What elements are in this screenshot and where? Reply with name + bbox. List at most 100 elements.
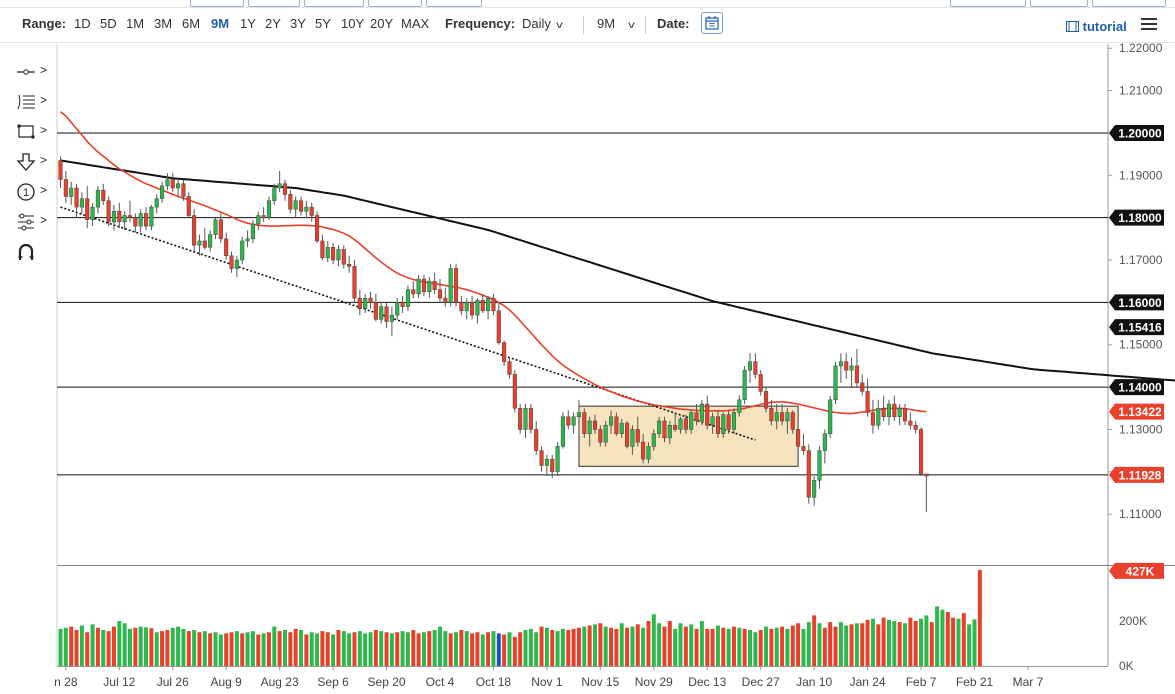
x-tick-label: Nov 1 — [531, 675, 563, 689]
candle-body — [127, 215, 133, 218]
top-button[interactable] — [426, 0, 482, 7]
volume-bar — [122, 623, 127, 666]
tutorial-label: tutorial — [1082, 19, 1127, 34]
candle-body — [780, 412, 785, 422]
volume-bar — [432, 630, 437, 666]
y-tick-label: 1.21000 — [1119, 84, 1163, 98]
y-tick-label: 1.15000 — [1119, 338, 1163, 352]
volume-bar — [176, 626, 181, 666]
candle-body — [170, 179, 175, 189]
calendar-button[interactable] — [701, 12, 723, 34]
range-button-5y[interactable]: 5Y — [315, 16, 331, 31]
range-button-1d[interactable]: 1D — [74, 16, 91, 31]
menu-button[interactable] — [1141, 15, 1157, 33]
range-button-5d[interactable]: 5D — [100, 16, 117, 31]
magnet-tool-button[interactable] — [14, 242, 54, 264]
line-tool-icon — [17, 69, 35, 75]
candle-body — [453, 268, 459, 303]
candle-body — [560, 416, 565, 447]
tutorial-link[interactable]: tutorial — [1066, 19, 1127, 34]
candle-body — [496, 310, 501, 343]
volume-bar — [550, 630, 555, 666]
range-button-max[interactable]: MAX — [401, 16, 430, 31]
volume-bar — [421, 632, 426, 666]
top-button[interactable] — [950, 0, 1026, 7]
candle-body — [667, 424, 672, 439]
line-tool-button[interactable]: > — [14, 62, 54, 84]
top-button[interactable] — [1030, 0, 1088, 7]
range-button-3y[interactable]: 3Y — [290, 16, 306, 31]
rectangle-tool-button[interactable]: > — [14, 122, 54, 144]
volume-bar — [566, 630, 571, 666]
x-tick-label: Feb 7 — [906, 675, 937, 689]
range-button-20y[interactable]: 20Y — [370, 16, 394, 31]
count-tool-button[interactable]: 1 > — [14, 182, 54, 204]
candle-body — [181, 183, 186, 197]
volume-bar — [972, 619, 977, 666]
indicator-tool-button[interactable]: > — [14, 212, 54, 234]
candle-body — [154, 198, 159, 208]
candle-body — [534, 429, 539, 451]
range-button-3m[interactable]: 3M — [154, 16, 173, 31]
volume-bar — [154, 632, 159, 666]
price-badge-label: 1.11928 — [1119, 468, 1162, 482]
volume-bar — [961, 613, 966, 666]
count-tool-icon: 1 — [17, 183, 35, 201]
range-button-1y[interactable]: 1Y — [240, 16, 256, 31]
candle-body — [122, 215, 127, 223]
y-tick-label: 1.16000 — [1119, 295, 1163, 309]
top-button[interactable] — [304, 0, 364, 7]
candle-body — [448, 268, 453, 303]
top-button[interactable] — [190, 0, 244, 7]
date-label: Date: — [657, 16, 690, 31]
candle-body — [101, 189, 106, 201]
price-badge-shape — [1109, 379, 1164, 396]
candle-body — [710, 416, 715, 426]
candle-body — [539, 450, 544, 466]
range-button-6m[interactable]: 6M — [182, 16, 201, 31]
candle-body — [860, 382, 865, 392]
divider — [583, 16, 584, 34]
volume-bar — [331, 634, 336, 666]
volume-bar — [352, 632, 357, 666]
candle-body — [117, 211, 122, 223]
volume-bar — [742, 628, 747, 666]
volume-bar — [651, 614, 656, 666]
calendar-icon — [705, 16, 719, 30]
candle-body — [844, 361, 849, 371]
volume-bar — [427, 631, 432, 666]
candle-body — [470, 302, 475, 316]
candle-body — [95, 189, 100, 208]
top-button[interactable] — [248, 0, 300, 7]
fibonacci-tool-button[interactable]: > — [14, 92, 54, 114]
volume-bar — [304, 634, 309, 666]
volume-bar — [416, 633, 421, 666]
volume-bar — [202, 631, 207, 666]
candle-body — [427, 280, 432, 293]
volume-bar — [58, 628, 63, 666]
candle-body — [587, 420, 592, 434]
frequency-select[interactable]: Daily v — [522, 16, 563, 31]
candle-body — [683, 418, 688, 430]
range-button-10y[interactable]: 10Y — [341, 16, 365, 31]
top-button[interactable] — [368, 0, 422, 7]
volume-bar — [411, 630, 416, 666]
volume-bar — [753, 632, 758, 666]
volume-bar — [518, 632, 523, 666]
range-button-1m[interactable]: 1M — [126, 16, 145, 31]
candle-body — [705, 403, 710, 426]
top-button[interactable] — [1092, 0, 1166, 7]
volume-bar — [454, 632, 459, 666]
volume-bar — [266, 632, 271, 666]
arrow-tool-button[interactable]: > — [14, 152, 54, 174]
x-tick-label: Feb 21 — [956, 675, 994, 689]
candle-body — [138, 213, 143, 227]
range-button-9m[interactable]: 9M — [211, 16, 230, 31]
candle-body — [689, 412, 694, 430]
candle-body — [384, 306, 389, 322]
range-button-2y[interactable]: 2Y — [265, 16, 281, 31]
x-tick-label: Jul 12 — [103, 675, 135, 689]
volume-bar — [133, 627, 138, 666]
period-select[interactable]: 9M v — [597, 16, 635, 31]
candle-body — [443, 297, 448, 303]
